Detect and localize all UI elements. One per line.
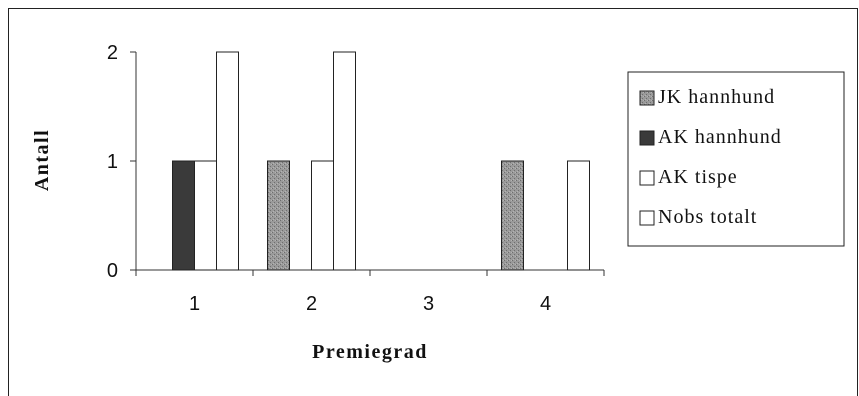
y-ticks: 0 1 2 (107, 42, 136, 282)
bar-jk-hannhund (501, 160, 524, 271)
bar-ak-tispe (311, 160, 334, 271)
legend-swatch (639, 170, 655, 186)
legend-label: AK tispe (658, 166, 738, 188)
legend-label: Nobs totalt (658, 206, 757, 228)
legend-swatch (639, 90, 655, 106)
x-ticks: 1 2 3 4 (135, 270, 605, 315)
legend-label: JK hannhund (658, 86, 775, 108)
legend: JK hannhund AK hannhund AK tispe Nobs total… (627, 71, 845, 247)
y-axis-title: Antall (31, 129, 53, 191)
legend-box (627, 71, 845, 247)
x-tick-label: 4 (540, 293, 551, 315)
x-tick-label: 3 (423, 293, 434, 315)
x-tick-label: 1 (189, 293, 200, 315)
y-tick-label: 1 (107, 151, 118, 173)
x-tick-label: 2 (306, 293, 317, 315)
legend-label: AK hannhund (658, 126, 782, 148)
y-tick-label: 0 (107, 260, 118, 282)
bar-ak-hannhund (172, 160, 195, 271)
bar-nobs-totalt (333, 51, 356, 271)
y-tick-label: 2 (107, 42, 118, 64)
legend-swatch (639, 130, 655, 146)
legend-swatch (639, 210, 655, 226)
bars (172, 51, 590, 271)
bar-jk-hannhund (267, 160, 290, 271)
bar-nobs-totalt (567, 160, 590, 271)
chart-frame (8, 8, 858, 396)
x-axis-title: Premiegrad (312, 341, 428, 363)
bar-nobs-totalt (216, 51, 239, 271)
bar-ak-tispe (194, 160, 217, 271)
